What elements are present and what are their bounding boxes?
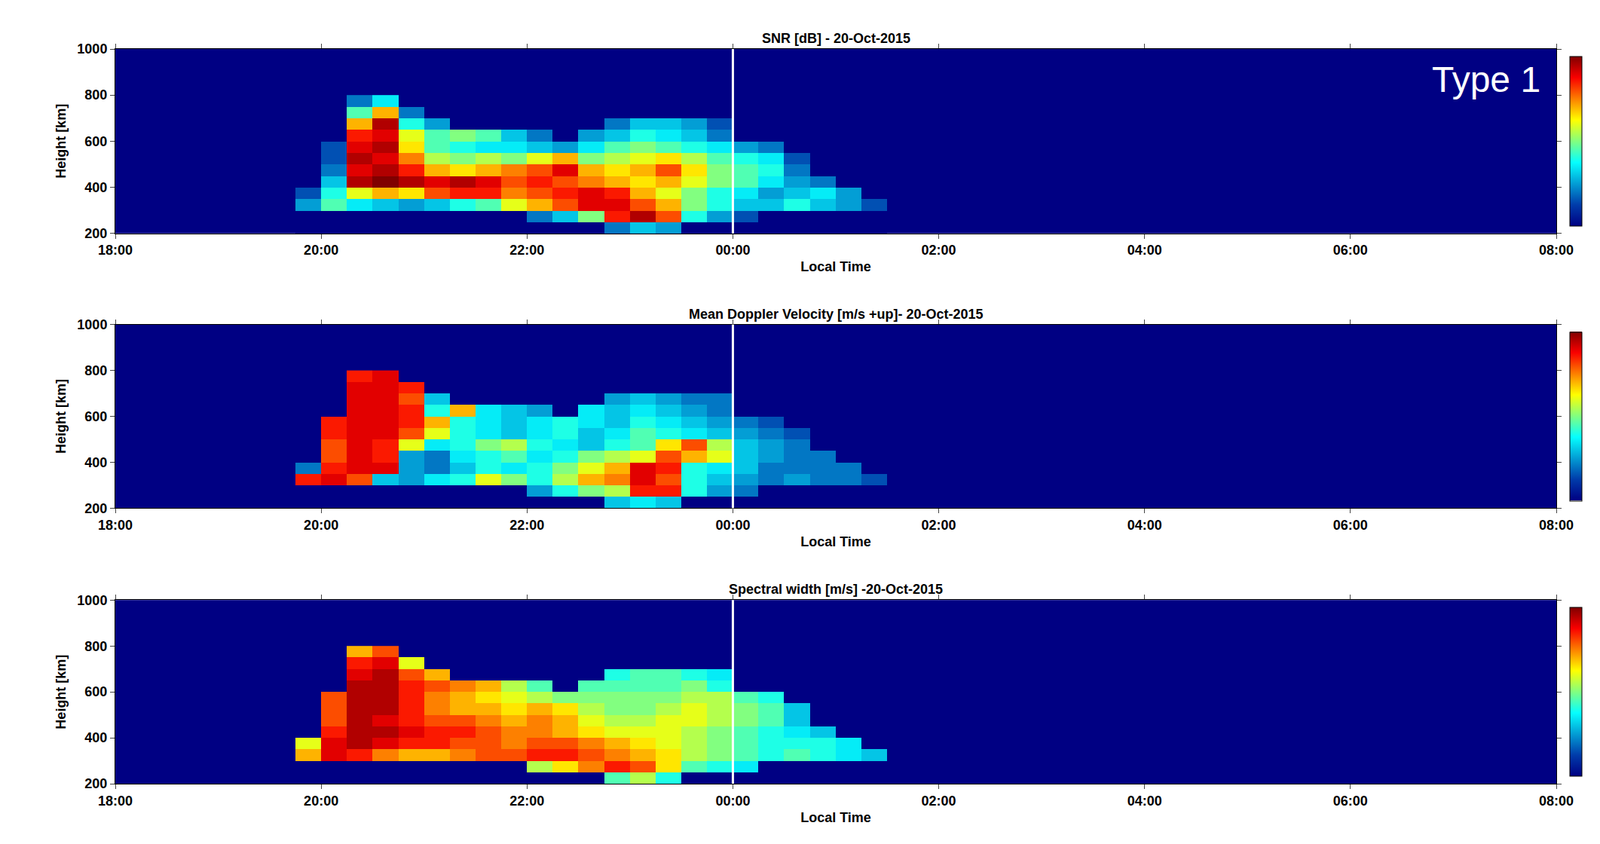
svg-text:400: 400 <box>84 455 108 471</box>
svg-text:1000: 1000 <box>76 593 108 609</box>
svg-text:20:00: 20:00 <box>303 242 339 258</box>
svg-text:04:00: 04:00 <box>1127 517 1163 533</box>
svg-text:800: 800 <box>84 87 108 103</box>
svg-text:00:00: 00:00 <box>715 793 750 809</box>
svg-text:800: 800 <box>84 363 108 379</box>
svg-text:06:00: 06:00 <box>1333 793 1368 809</box>
svg-text:200: 200 <box>84 226 108 242</box>
svg-text:600: 600 <box>84 134 108 150</box>
svg-text:1000: 1000 <box>76 41 108 57</box>
svg-text:06:00: 06:00 <box>1333 517 1368 533</box>
svg-text:Height [km]: Height [km] <box>53 654 69 730</box>
svg-text:800: 800 <box>84 638 108 654</box>
svg-text:200: 200 <box>84 776 108 792</box>
svg-text:600: 600 <box>84 409 108 425</box>
svg-text:Height [km]: Height [km] <box>53 104 69 179</box>
svg-text:Mean Doppler Velocity [m/s +up: Mean Doppler Velocity [m/s +up]- 20-Oct-… <box>688 306 984 322</box>
svg-text:08:00: 08:00 <box>1538 242 1574 258</box>
svg-text:20:00: 20:00 <box>303 517 339 533</box>
svg-text:00:00: 00:00 <box>715 517 750 533</box>
svg-text:00:00: 00:00 <box>715 242 750 258</box>
svg-text:Local Time: Local Time <box>800 534 872 550</box>
svg-text:400: 400 <box>84 730 108 746</box>
svg-text:22:00: 22:00 <box>509 517 545 533</box>
svg-text:20:00: 20:00 <box>303 793 339 809</box>
svg-text:Local Time: Local Time <box>800 259 872 275</box>
svg-text:04:00: 04:00 <box>1127 242 1163 258</box>
svg-text:Local Time: Local Time <box>800 810 872 826</box>
svg-text:SNR [dB] - 20-Oct-2015: SNR [dB] - 20-Oct-2015 <box>761 30 911 46</box>
svg-text:1000: 1000 <box>76 317 108 333</box>
svg-text:08:00: 08:00 <box>1538 517 1574 533</box>
svg-text:Type 1: Type 1 <box>1431 59 1541 100</box>
svg-text:600: 600 <box>84 684 108 700</box>
svg-text:400: 400 <box>84 180 108 196</box>
svg-text:02:00: 02:00 <box>921 517 957 533</box>
svg-text:08:00: 08:00 <box>1538 793 1574 809</box>
svg-text:18:00: 18:00 <box>97 793 133 809</box>
svg-text:02:00: 02:00 <box>921 242 957 258</box>
svg-text:22:00: 22:00 <box>509 793 545 809</box>
svg-text:22:00: 22:00 <box>509 242 545 258</box>
svg-text:02:00: 02:00 <box>921 793 957 809</box>
svg-text:200: 200 <box>84 501 108 517</box>
svg-text:18:00: 18:00 <box>97 517 133 533</box>
svg-text:06:00: 06:00 <box>1333 242 1368 258</box>
svg-text:04:00: 04:00 <box>1127 793 1163 809</box>
svg-text:Spectral width [m/s] -20-Oct-2: Spectral width [m/s] -20-Oct-2015 <box>728 581 943 597</box>
svg-text:Height [km]: Height [km] <box>53 379 69 454</box>
svg-text:18:00: 18:00 <box>97 242 133 258</box>
